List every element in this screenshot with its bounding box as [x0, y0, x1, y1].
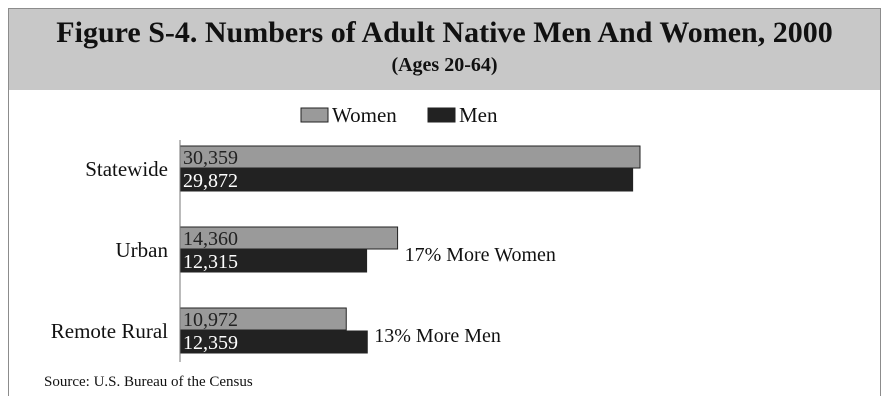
- category-label-urban: Urban: [116, 238, 169, 262]
- bar-statewide-men: [179, 168, 634, 192]
- category-label-remote-rural: Remote Rural: [51, 319, 168, 343]
- legend-swatch-men: [427, 107, 456, 123]
- chart-frame: [8, 8, 881, 396]
- legend-label-women: Women: [332, 103, 397, 127]
- chart-subtitle: (Ages 20-64): [391, 54, 498, 76]
- legend-label-men: Men: [459, 103, 498, 127]
- category-label-statewide: Statewide: [85, 157, 168, 181]
- data-label-statewide-women: 30,359: [183, 147, 238, 169]
- legend-swatch-women: [300, 107, 329, 123]
- data-label-remote-rural-men: 12,359: [183, 332, 238, 354]
- annotation-urban: 17% More Women: [405, 244, 556, 266]
- bar-statewide-women: [179, 145, 641, 169]
- data-label-urban-men: 12,315: [183, 251, 238, 273]
- data-label-remote-rural-women: 10,972: [183, 309, 238, 331]
- data-label-urban-women: 14,360: [183, 228, 238, 250]
- data-label-statewide-men: 29,872: [183, 170, 238, 192]
- annotation-remote-rural: 13% More Men: [374, 325, 501, 347]
- chart-title: Figure S-4. Numbers of Adult Native Men …: [56, 16, 833, 49]
- title-banner: [9, 9, 880, 90]
- source-note: Source: U.S. Bureau of the Census: [44, 374, 253, 390]
